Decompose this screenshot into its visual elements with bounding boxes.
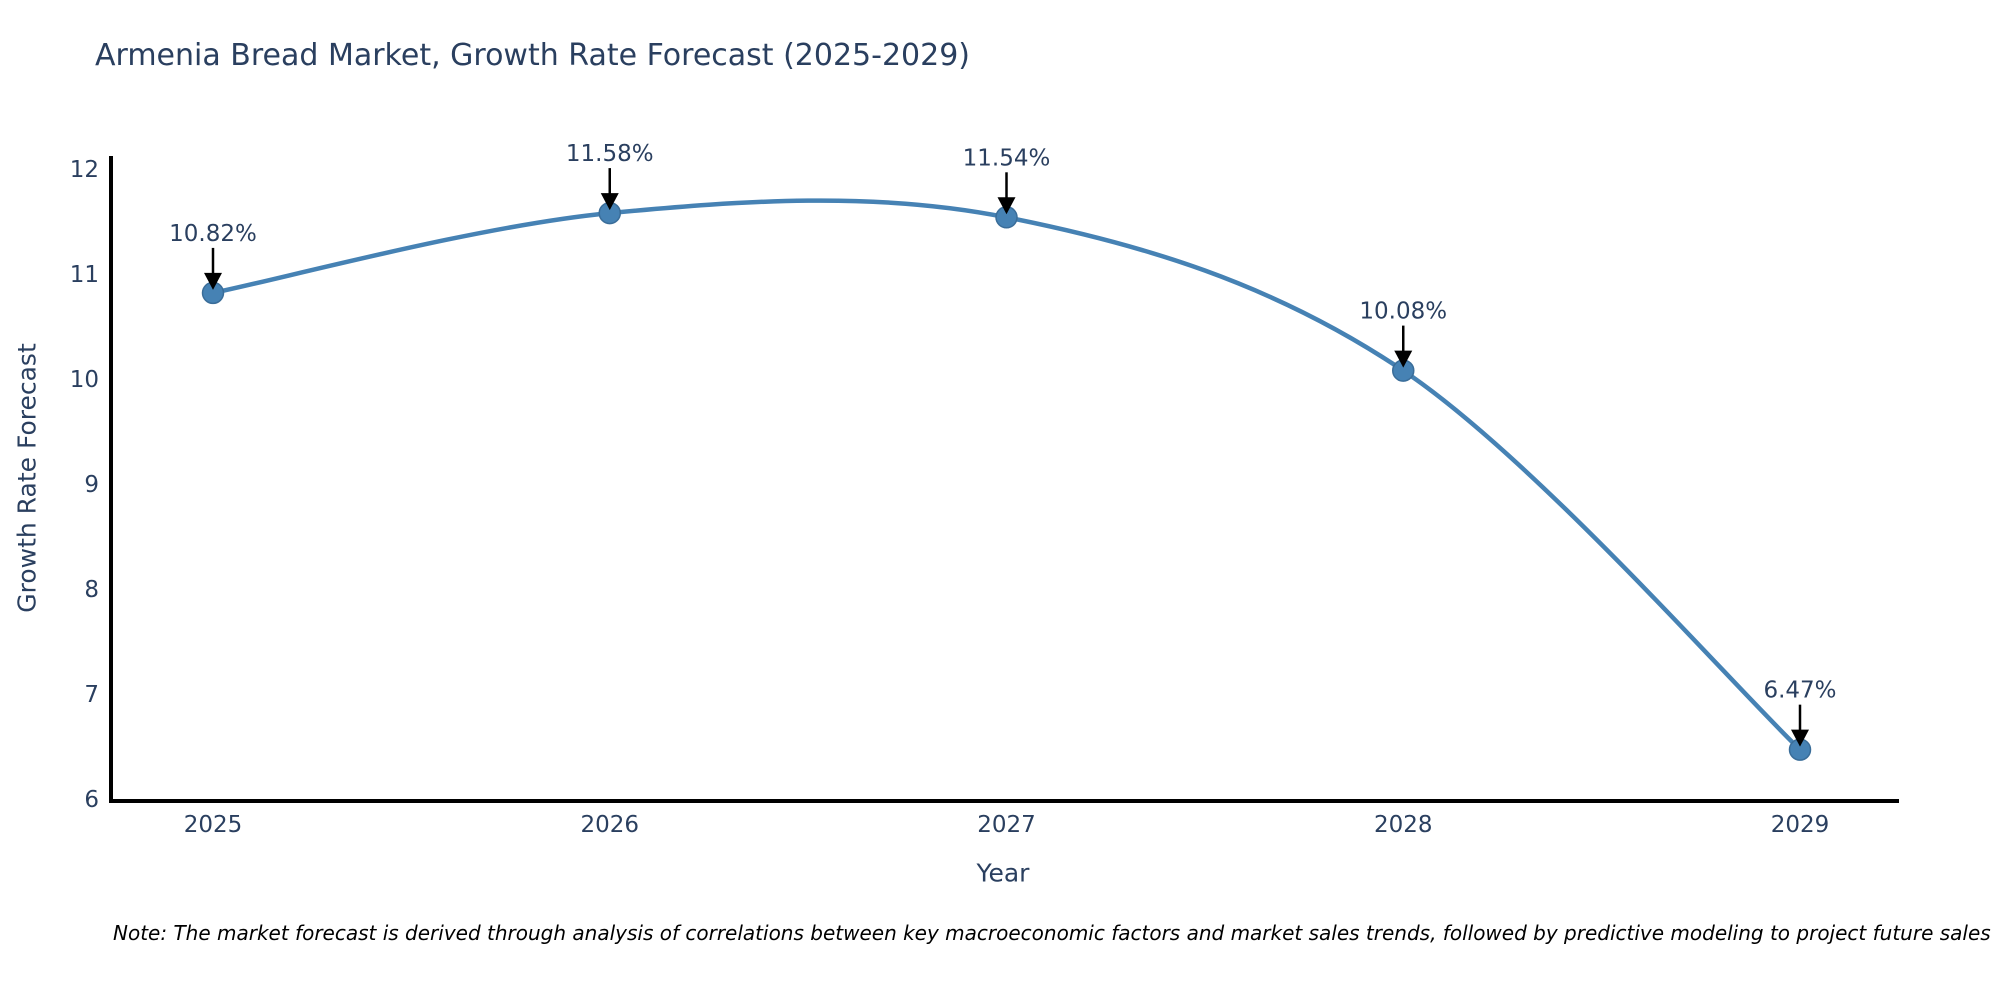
trend-line (212, 198, 1802, 752)
x-tick-label: 2027 (977, 812, 1036, 838)
y-tick-label: 11 (70, 262, 99, 288)
footnote: Note: The market forecast is derived thr… (113, 921, 1991, 945)
annotation-label: 6.47% (1763, 678, 1836, 704)
x-tick-label: 2028 (1374, 812, 1433, 838)
chart-title: Armenia Bread Market, Growth Rate Foreca… (95, 38, 971, 73)
annotation-label: 10.08% (1359, 299, 1447, 325)
y-tick-label: 7 (84, 682, 99, 708)
annotation-label: 11.58% (566, 141, 654, 167)
annotation-arrowhead (600, 193, 619, 211)
annotation-arrowhead (997, 197, 1016, 215)
x-tick-label: 2026 (580, 812, 639, 838)
y-tick-label: 8 (84, 577, 99, 603)
annotation-label: 10.82% (169, 221, 257, 247)
y-tick-label: 9 (84, 472, 99, 498)
annotation-arrowhead (1791, 729, 1809, 747)
x-tick-label: 2025 (184, 812, 243, 838)
annotation-arrowhead (204, 272, 222, 290)
annotation-label: 11.54% (963, 145, 1051, 171)
x-axis-title: Year (976, 858, 1030, 888)
y-tick-label: 10 (70, 367, 99, 393)
annotation-arrowhead (1394, 350, 1413, 368)
y-tick-label: 12 (70, 157, 99, 183)
axis-line (109, 156, 1899, 803)
y-tick-label: 6 (84, 787, 99, 813)
x-tick-label: 2029 (1771, 812, 1830, 838)
